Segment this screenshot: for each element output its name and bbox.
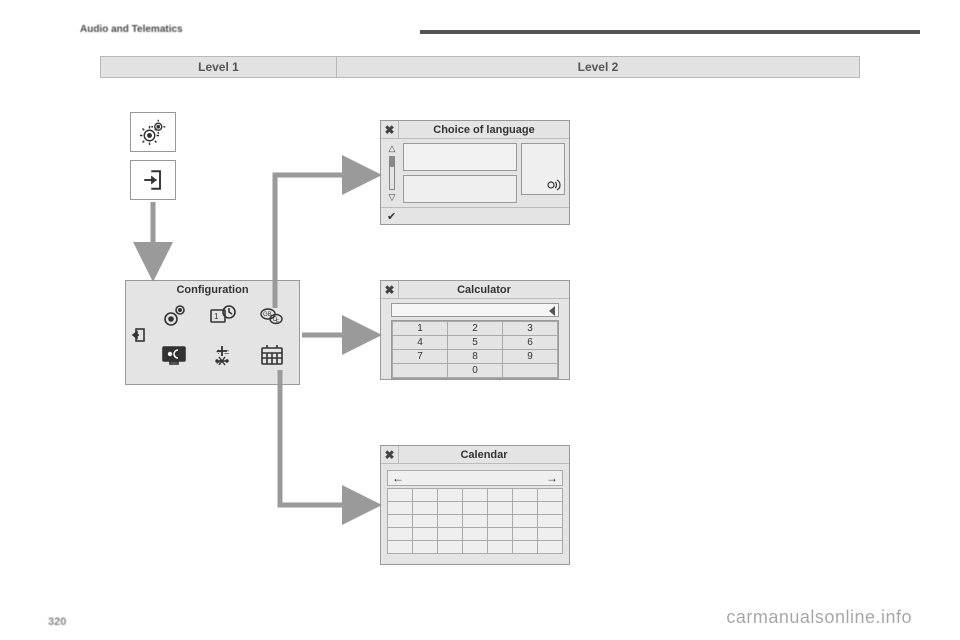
calc-key[interactable]: 7 [393, 350, 448, 364]
language-confirm-button[interactable]: ✔ [381, 207, 569, 225]
calculator-panel: ✖ Calculator 1 2 3 4 5 6 7 8 9 [380, 280, 570, 380]
calendar-close-button[interactable]: ✖ [381, 446, 399, 463]
config-language-icon: GBDF [248, 297, 295, 334]
config-display-icon [150, 336, 197, 373]
calendar-cell[interactable] [538, 489, 563, 502]
calendar-cell[interactable] [488, 502, 513, 515]
svg-text:×: × [216, 357, 221, 367]
page-number: 320 [48, 616, 66, 628]
svg-text:=: = [224, 347, 229, 357]
calc-key[interactable]: 2 [448, 322, 503, 336]
calendar-cell[interactable] [438, 502, 463, 515]
calculator-display [391, 303, 559, 317]
calendar-cell[interactable] [488, 541, 513, 554]
calendar-cell[interactable] [413, 502, 438, 515]
header-rule [420, 30, 920, 34]
enter-icon-box [130, 160, 176, 200]
calc-key[interactable] [393, 364, 448, 378]
level1-header: Level 1 [101, 57, 337, 77]
voice-icon [546, 178, 562, 192]
calendar-panel: ✖ Calendar ← → [380, 445, 570, 565]
language-close-button[interactable]: ✖ [381, 121, 399, 138]
calendar-cell[interactable] [513, 489, 538, 502]
calendar-cell[interactable] [463, 528, 488, 541]
calendar-cell[interactable] [463, 541, 488, 554]
level2-header: Level 2 [337, 57, 859, 77]
calendar-cell[interactable] [413, 541, 438, 554]
calendar-cell[interactable] [388, 502, 413, 515]
config-datetime-icon: 1 [199, 297, 246, 334]
calendar-cell[interactable] [388, 528, 413, 541]
calendar-cell[interactable] [488, 489, 513, 502]
calendar-cell[interactable] [388, 541, 413, 554]
calendar-cell[interactable] [488, 515, 513, 528]
settings-icon-box [130, 112, 176, 152]
calendar-next-button[interactable]: → [546, 471, 558, 485]
calendar-cell[interactable] [438, 541, 463, 554]
language-list[interactable] [403, 143, 517, 171]
calendar-cell[interactable] [513, 541, 538, 554]
config-calendar-icon [248, 336, 295, 373]
calendar-cell[interactable] [513, 502, 538, 515]
config-back-icon [130, 297, 148, 373]
svg-text:F: F [276, 319, 279, 325]
calendar-cell[interactable] [513, 528, 538, 541]
calc-key[interactable]: 0 [448, 364, 503, 378]
config-calculator-icon: ÷=× [199, 336, 246, 373]
scroll-down-icon[interactable]: ▽ [389, 192, 396, 203]
svg-text:÷: ÷ [216, 347, 221, 357]
calendar-cell[interactable] [538, 502, 563, 515]
config-settings-icon [150, 297, 197, 334]
calendar-cell[interactable] [438, 489, 463, 502]
language-scrollbar[interactable]: △ ▽ [385, 143, 399, 203]
calculator-panel-title: Calculator [399, 284, 569, 296]
calendar-cell[interactable] [463, 515, 488, 528]
calendar-cell[interactable] [438, 528, 463, 541]
calc-key[interactable]: 1 [393, 322, 448, 336]
calendar-panel-title: Calendar [399, 449, 569, 461]
scroll-track[interactable] [389, 156, 395, 190]
calendar-grid [387, 488, 563, 554]
scroll-up-icon[interactable]: △ [389, 143, 396, 154]
scroll-thumb[interactable] [390, 157, 394, 167]
enter-icon [139, 166, 167, 194]
configuration-title: Configuration [126, 281, 299, 297]
calendar-cell[interactable] [413, 489, 438, 502]
calendar-cell[interactable] [388, 515, 413, 528]
watermark: carmanualsonline.info [726, 607, 912, 628]
calendar-cell[interactable] [538, 528, 563, 541]
calendar-cell[interactable] [513, 515, 538, 528]
calendar-cell[interactable] [388, 489, 413, 502]
calc-key[interactable]: 8 [448, 350, 503, 364]
level-header-bar: Level 1 Level 2 [100, 56, 860, 78]
calendar-prev-button[interactable]: ← [392, 471, 404, 485]
calc-key[interactable]: 5 [448, 336, 503, 350]
section-header: Audio and Telematics [80, 24, 183, 35]
calendar-cell[interactable] [463, 502, 488, 515]
calculator-keypad: 1 2 3 4 5 6 7 8 9 0 [391, 320, 559, 379]
calendar-cell[interactable] [463, 489, 488, 502]
calc-key[interactable] [503, 364, 558, 378]
calendar-cell[interactable] [413, 528, 438, 541]
calc-key[interactable]: 3 [503, 322, 558, 336]
calculator-close-button[interactable]: ✖ [381, 281, 399, 298]
calendar-cell[interactable] [438, 515, 463, 528]
calendar-cell[interactable] [538, 515, 563, 528]
language-preview [521, 143, 565, 195]
calc-key[interactable]: 4 [393, 336, 448, 350]
svg-text:1: 1 [214, 312, 219, 321]
language-detail-box [403, 175, 517, 203]
configuration-panel: Configuration 1 GBDF ÷=× [125, 280, 300, 385]
gears-icon [139, 118, 167, 146]
calc-key[interactable]: 9 [503, 350, 558, 364]
language-panel: ✖ Choice of language △ ▽ ✔ [380, 120, 570, 225]
calendar-cell[interactable] [413, 515, 438, 528]
language-panel-title: Choice of language [399, 124, 569, 136]
calendar-cell[interactable] [488, 528, 513, 541]
calc-key[interactable]: 6 [503, 336, 558, 350]
calendar-cell[interactable] [538, 541, 563, 554]
